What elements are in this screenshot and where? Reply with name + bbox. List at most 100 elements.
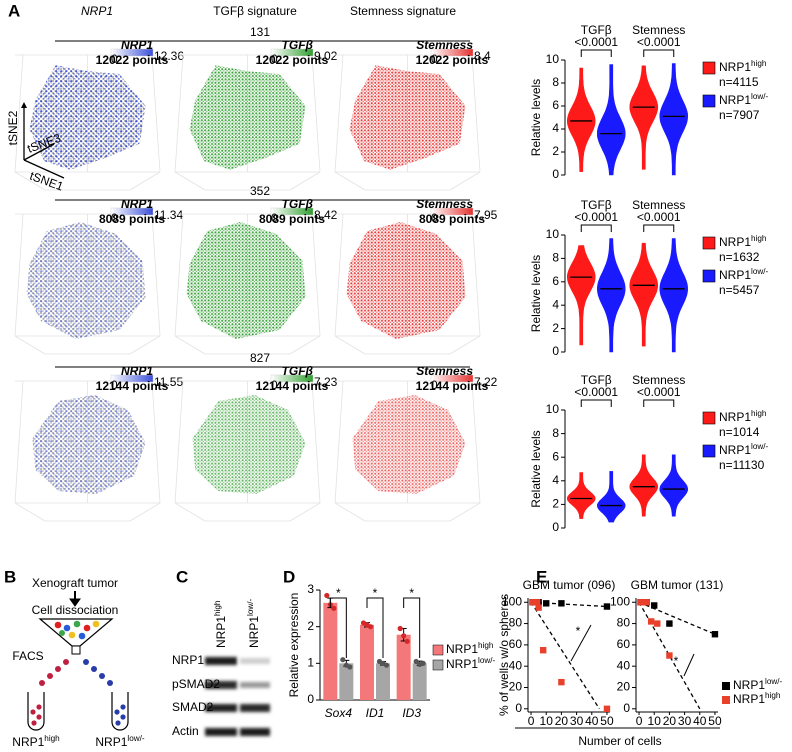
wireframe — [334, 171, 366, 191]
significance: * — [336, 586, 341, 600]
label-main: NRP1 — [719, 235, 751, 249]
panel-letter: D — [283, 567, 295, 586]
y-axis-title: Relative levels — [529, 255, 543, 332]
x-tick-label: 40 — [693, 714, 707, 728]
wireframe — [449, 335, 481, 355]
marker — [603, 603, 611, 610]
cell-cloud — [346, 222, 466, 339]
label: NRP1low/- — [733, 677, 783, 692]
data-point — [340, 657, 346, 663]
y-tick-label: 60 — [509, 637, 523, 651]
y-tick-label: 10 — [546, 52, 560, 66]
colorbar-min: 0 — [271, 378, 278, 392]
colorbar — [110, 374, 154, 383]
arrow-head — [69, 598, 81, 607]
colorbar-points: 12022 points — [256, 53, 329, 67]
y-tick-label: 1 — [307, 656, 314, 670]
colorbar-min: 0 — [431, 52, 438, 66]
y-tick-label: 6 — [552, 274, 559, 288]
x-tick-label: 20 — [555, 714, 569, 728]
label-main: NRP1 — [214, 616, 228, 648]
column-header: NRP1 — [81, 4, 113, 18]
wireframe — [14, 502, 46, 522]
y-tick-label: 2 — [552, 321, 559, 335]
label: NRP1high — [719, 234, 766, 249]
label-sup: high — [765, 691, 780, 700]
colorbar-title: NRP1 — [121, 38, 153, 52]
violin — [566, 472, 596, 519]
y-axis-title: Relative expression — [287, 593, 301, 698]
legend-swatch — [722, 696, 730, 704]
wireframe — [174, 502, 206, 522]
wireframe — [174, 171, 206, 191]
y-tick-label: 0 — [623, 701, 630, 715]
significance: * — [409, 586, 414, 600]
y-tick-label: 2 — [552, 144, 559, 158]
label-sup: low/- — [246, 598, 255, 616]
x-tick-label: Sox4 — [325, 706, 353, 720]
y-tick-label: 4 — [552, 297, 559, 311]
cell-cloud-highlight — [26, 222, 146, 339]
bracket — [643, 399, 675, 407]
legend-n: n=1014 — [719, 425, 760, 439]
colorbar-min: 0 — [111, 378, 118, 392]
colorbar-title: TGFβ — [282, 364, 314, 378]
panel-letter: C — [176, 567, 188, 586]
data-point — [367, 624, 374, 630]
wireframe — [174, 380, 184, 504]
wireframe — [289, 171, 321, 191]
y-tick-label: 8 — [552, 426, 559, 440]
bar — [412, 663, 427, 700]
label: NRP1low/- — [446, 656, 496, 671]
band — [205, 704, 237, 712]
x-tick-label: 50 — [600, 714, 614, 728]
wireframe — [449, 171, 481, 191]
cell-cloud — [349, 65, 466, 170]
colorbar — [110, 48, 154, 57]
wireframe — [151, 213, 161, 337]
colorbar-min: 0 — [111, 52, 118, 66]
legend-n: n=5457 — [719, 283, 760, 297]
y-tick-label: 40 — [617, 658, 631, 672]
violin — [566, 67, 596, 172]
legend-n: n=1632 — [719, 250, 760, 264]
colorbar-min: 0 — [271, 52, 278, 66]
label: NRP1high — [719, 409, 766, 424]
band — [240, 682, 270, 688]
label-main: NRP1 — [719, 410, 751, 424]
colorbar-points: 12022 points — [416, 53, 489, 67]
colorbar — [430, 48, 474, 57]
y-tick-label: 20 — [617, 680, 631, 694]
cell-cloud — [189, 65, 306, 170]
y-tick-label: 80 — [509, 616, 523, 630]
wireframe — [334, 335, 366, 355]
wireframe — [14, 335, 46, 355]
y-axis-title: Relative levels — [529, 430, 543, 507]
cell-cloud-highlight — [32, 395, 146, 494]
wireframe — [289, 335, 321, 355]
row-title: 131 — [250, 25, 270, 39]
marker — [711, 631, 719, 638]
category-label: TGFβ — [581, 198, 612, 212]
data-point — [397, 625, 403, 632]
legend-swatch — [432, 659, 444, 671]
y-tick-label: 10 — [546, 227, 560, 241]
chart-title: GBM tumor (131) — [631, 578, 724, 592]
significance: * — [576, 624, 581, 638]
label-main: NRP1 — [733, 692, 765, 706]
label: NRP1high — [446, 641, 493, 656]
y-tick-label: 0 — [307, 692, 314, 706]
colorbar-min: 0 — [431, 211, 438, 225]
violin — [596, 64, 626, 176]
bracket — [580, 49, 612, 57]
colorbar-min: 0 — [271, 211, 278, 225]
label: NRP1low/- — [95, 734, 145, 749]
panel-letter: E — [536, 567, 547, 586]
y-tick-label: 100 — [610, 594, 630, 608]
wireframe — [471, 380, 481, 504]
marker — [666, 652, 673, 659]
tube — [111, 692, 129, 731]
y-tick-label: 3 — [307, 582, 314, 596]
bar — [323, 602, 338, 700]
x-tick-label: 40 — [585, 714, 599, 728]
